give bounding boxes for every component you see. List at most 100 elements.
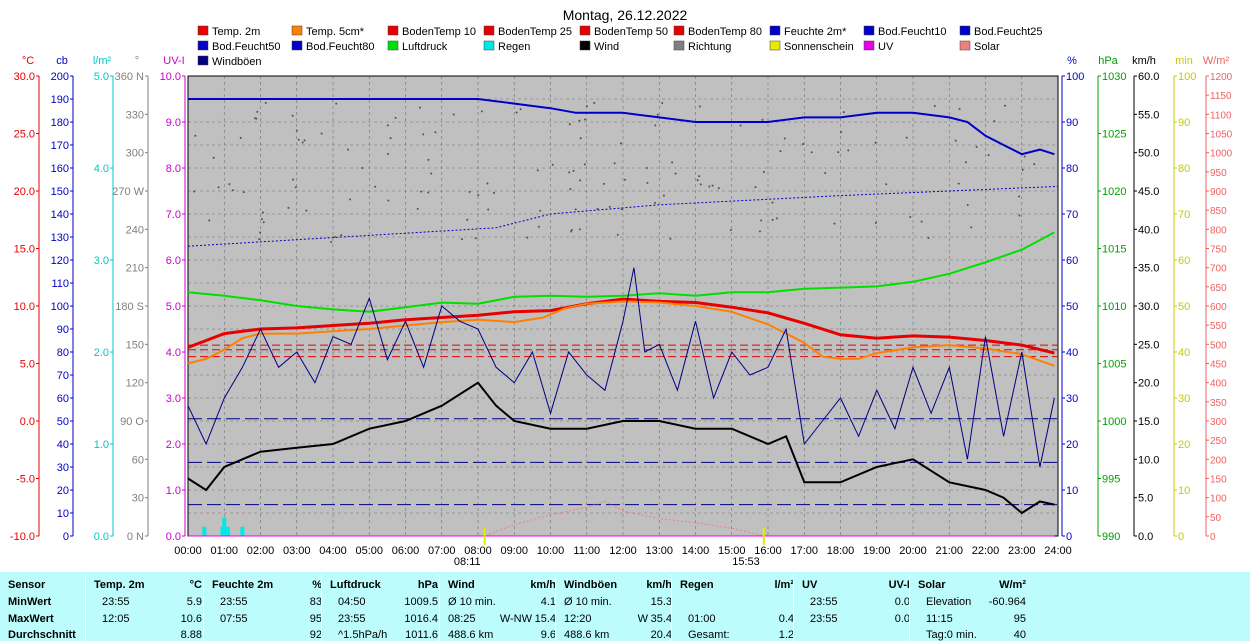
left-axis-tick-label: 330	[126, 109, 144, 121]
right-axis-unit: km/h	[1132, 55, 1156, 67]
wind-direction-point	[958, 107, 961, 110]
legend-label: BodenTemp 50	[594, 26, 668, 38]
left-axis-tick-label: 120	[126, 378, 144, 390]
rain-bar	[222, 517, 227, 536]
stats-cell: 5.9	[186, 596, 202, 608]
left-axis-tick-label: 2.0	[166, 439, 181, 451]
stats-cell: Temp. 2m	[94, 579, 145, 591]
legend-swatch	[387, 25, 399, 36]
statistics-panel: Sensor MinWert MaxWert Durchschnitt Temp. 2m…	[0, 572, 1250, 641]
wind-direction-point	[333, 235, 336, 238]
wind-direction-point	[259, 231, 262, 234]
wind-direction-point	[970, 226, 973, 229]
right-axis-tick-label: 1000	[1210, 149, 1233, 160]
series-line-temp-5cm-	[187, 300, 1055, 367]
right-axis-tick-label: 995	[1102, 474, 1120, 486]
stats-cell: 488.6 km	[564, 629, 610, 641]
wind-direction-point	[783, 137, 786, 140]
series-line-solar	[485, 500, 765, 537]
stats-cell: Windböen	[564, 579, 618, 591]
wind-direction-point	[616, 233, 619, 236]
wind-direction-point	[905, 136, 908, 139]
wind-direction-point	[754, 186, 757, 189]
wind-direction-point	[487, 208, 490, 211]
wind-direction-point	[717, 187, 720, 190]
right-axis-tick-label: 750	[1210, 245, 1227, 256]
wind-direction-point	[551, 163, 554, 166]
wind-direction-point	[758, 230, 761, 233]
right-axis-tick-label: 50	[1066, 301, 1078, 313]
left-axis-tick-label: 0.0	[166, 531, 181, 543]
right-axis-tick-label: 0	[1066, 531, 1072, 543]
left-axis-tick-label: 1.0	[94, 439, 109, 451]
legend-swatch	[291, 40, 303, 51]
wind-direction-point	[874, 141, 877, 144]
right-axis-unit: hPa	[1098, 55, 1118, 67]
stats-divider	[555, 575, 556, 641]
wind-direction-point	[301, 141, 304, 144]
right-axis-tick-label: 0.0	[1138, 531, 1153, 543]
wind-direction-point	[583, 163, 586, 166]
left-axis-tick-label: 50	[57, 416, 69, 428]
wind-direction-point	[419, 106, 422, 109]
series-line-feuchte-2m-	[188, 98, 1055, 156]
series-line-windb-en	[187, 267, 1055, 468]
stats-cell: 0.0	[894, 596, 910, 608]
chart-series	[187, 98, 1055, 537]
wind-direction-point	[295, 129, 298, 132]
right-axis-tick-label: 10.0	[1138, 454, 1159, 466]
left-axis-tick-label: 360 N	[115, 71, 144, 83]
right-axis-tick-label: 1015	[1102, 244, 1126, 256]
wind-direction-point	[460, 238, 463, 241]
wind-direction-point	[261, 211, 264, 214]
wind-direction-point	[613, 162, 616, 165]
stats-cell: Durchschnitt	[8, 629, 76, 641]
x-tick-label: 22:00	[972, 545, 1000, 557]
right-axis-tick-label: 990	[1102, 531, 1120, 543]
right-axis-tick-label: 70	[1066, 209, 1078, 221]
right-axis-tick-label: 20	[1178, 439, 1190, 451]
left-axis-tick-label: 30	[57, 462, 69, 474]
wind-direction-point	[486, 182, 489, 185]
stats-cell: 8.88	[180, 629, 202, 641]
x-tick-label: 19:00	[863, 545, 891, 557]
wind-direction-point	[394, 116, 397, 119]
wind-direction-point	[477, 193, 480, 196]
right-axis-tick-label: 50.0	[1138, 148, 1159, 160]
wind-direction-point	[993, 120, 996, 123]
left-axis-tick-label: 100	[51, 301, 69, 313]
wind-direction-point	[975, 145, 978, 148]
legend-label: Windböen	[212, 56, 262, 68]
chart-grid	[187, 75, 1059, 537]
right-axis-tick-label: 50	[1178, 301, 1190, 313]
wind-direction-point	[256, 110, 259, 113]
wind-direction-point	[539, 209, 542, 212]
wind-direction-point	[579, 137, 582, 140]
stats-cell: 83	[309, 596, 322, 608]
wind-direction-point	[698, 105, 701, 108]
stats-cell: km/h	[530, 579, 556, 591]
right-axis-tick-label: 1100	[1210, 110, 1232, 121]
wind-direction-point	[833, 222, 836, 225]
left-axis-tick-label: 140	[51, 209, 69, 221]
wind-direction-point	[656, 113, 659, 116]
stats-cell: 04:50	[338, 596, 366, 608]
stats-cell: Sensor	[8, 579, 46, 591]
left-axis-tick-label: 5.0	[94, 71, 109, 83]
wind-direction-point	[346, 148, 349, 151]
right-axis-tick-label: 45.0	[1138, 186, 1159, 198]
wind-direction-point	[574, 208, 577, 211]
legend-label: Regen	[498, 41, 530, 53]
left-axis-tick-label: 110	[51, 278, 69, 290]
right-axis-tick-label: 90	[1066, 117, 1078, 129]
x-tick-label: 02:00	[247, 545, 275, 557]
right-axis-tick-label: 5.0	[1138, 493, 1153, 505]
legend-swatch	[483, 40, 495, 51]
stats-cell: 40	[1013, 629, 1026, 641]
left-axis-tick-label: 2.0	[94, 347, 109, 359]
wind-direction-point	[840, 131, 843, 134]
wind-direction-point	[654, 201, 657, 204]
wind-direction-point	[760, 219, 763, 222]
stats-cell: 0.4	[778, 613, 794, 625]
right-axis-tick-label: 30	[1178, 393, 1190, 405]
